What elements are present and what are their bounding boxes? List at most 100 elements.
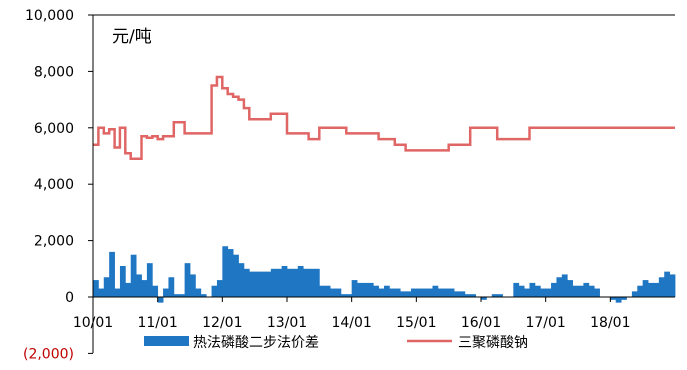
spread-bar <box>362 282 369 297</box>
spread-bar <box>556 277 563 297</box>
spread-bar <box>324 285 331 297</box>
spread-bar <box>146 263 153 297</box>
spread-bar <box>233 254 239 297</box>
spread-bar <box>243 268 250 297</box>
spread-bar <box>427 288 433 297</box>
spread-bar <box>292 268 299 297</box>
spread-bar <box>567 280 574 297</box>
spread-bar <box>578 285 584 297</box>
spread-bar <box>179 294 186 297</box>
spread-bar <box>518 285 525 297</box>
spread-bar <box>540 288 547 297</box>
spread-bar <box>216 280 223 297</box>
spread-bar <box>119 265 126 297</box>
y-tick-label: (2,000) <box>23 346 74 362</box>
spread-bar <box>184 263 191 297</box>
spread-bar <box>222 246 229 297</box>
spread-bar <box>389 288 396 297</box>
spread-bar <box>249 271 256 297</box>
spread-bar <box>551 282 557 297</box>
spread-bar <box>260 271 266 297</box>
spread-bar <box>669 274 676 297</box>
spread-bar <box>313 268 320 297</box>
spread-bar <box>534 285 541 297</box>
spread-bar <box>351 280 358 297</box>
spread-bar <box>588 285 595 297</box>
y-axis-ticks: 10,000 8,000 6,000 4,000 2,000 0 (2,000) <box>23 8 93 362</box>
x-tick-label: 18/01 <box>590 315 630 331</box>
spread-bar <box>254 271 261 297</box>
spread-bar <box>211 285 218 297</box>
legend-swatch-spread <box>144 336 189 346</box>
x-tick-label: 13/01 <box>267 315 307 331</box>
spread-bar <box>524 288 530 297</box>
spread-bar <box>357 282 363 297</box>
spread-bar <box>335 288 342 297</box>
spread-bar <box>637 285 644 297</box>
spread-bar <box>130 254 137 297</box>
unit-label: 元/吨 <box>112 27 152 47</box>
spread-bar <box>200 294 207 297</box>
spread-bar <box>615 297 622 303</box>
spread-bar <box>190 274 196 297</box>
spread-bar <box>658 277 665 297</box>
x-tick-label: 11/01 <box>137 315 177 331</box>
spread-bar <box>308 268 315 297</box>
spread-bar <box>572 285 579 297</box>
spread-bar <box>281 265 288 297</box>
spread-bar <box>421 288 428 297</box>
spread-bar <box>297 265 304 297</box>
spread-bar <box>125 282 132 297</box>
spread-bar <box>459 291 466 297</box>
spread-bar <box>141 280 148 297</box>
spread-bar <box>454 291 460 297</box>
spread-bar <box>93 280 99 297</box>
y-tick-label: 6,000 <box>34 121 74 137</box>
spread-bar <box>481 297 487 300</box>
spread-bar <box>109 251 115 297</box>
spread-bar <box>642 280 649 297</box>
spread-bar <box>653 282 660 297</box>
y-tick-label: 0 <box>65 290 74 306</box>
spread-bar <box>378 288 385 297</box>
spread-bar <box>238 263 245 297</box>
sodium-tripolyphosphate-line <box>93 75 675 161</box>
spread-bar <box>227 249 234 297</box>
spread-bar <box>157 297 164 303</box>
spread-bar <box>384 285 390 297</box>
spread-bar <box>367 282 374 297</box>
spread-bar <box>497 294 503 297</box>
spread-bar <box>373 285 380 297</box>
spread-bar <box>432 285 439 297</box>
spread-bar <box>287 268 293 297</box>
x-tick-label: 17/01 <box>525 315 565 331</box>
spread-bar <box>346 294 353 297</box>
spread-bar <box>529 282 536 297</box>
legend-label-sodium-tripolyphosphate: 三聚磷酸钠 <box>458 335 528 351</box>
spread-bar <box>513 282 520 297</box>
spread-bar <box>443 288 450 297</box>
spread-bar <box>621 297 627 300</box>
y-tick-label: 8,000 <box>34 64 74 80</box>
spread-bar <box>168 277 175 297</box>
spread-bar <box>330 288 336 297</box>
x-tick-label: 12/01 <box>202 315 242 331</box>
legend-label-spread: 热法磷酸二步法价差 <box>193 335 319 351</box>
spread-bar <box>152 285 159 297</box>
spread-bar <box>405 291 412 297</box>
spread-bar <box>464 294 471 297</box>
spread-bar <box>394 288 401 297</box>
spread-bar <box>491 294 498 297</box>
spread-bar <box>270 268 277 297</box>
spread-bar <box>103 277 110 297</box>
spread-bar <box>136 274 142 297</box>
x-tick-label: 10/01 <box>73 315 113 331</box>
spread-bar <box>400 291 406 297</box>
spread-bar <box>265 271 272 297</box>
spread-bar <box>410 288 417 297</box>
spread-bar <box>437 288 444 297</box>
x-axis-ticks: 10/01 11/01 12/01 13/01 14/01 15/01 16/01 17/01… <box>73 297 631 331</box>
spread-bar <box>163 288 169 297</box>
spread-bar <box>664 271 671 297</box>
